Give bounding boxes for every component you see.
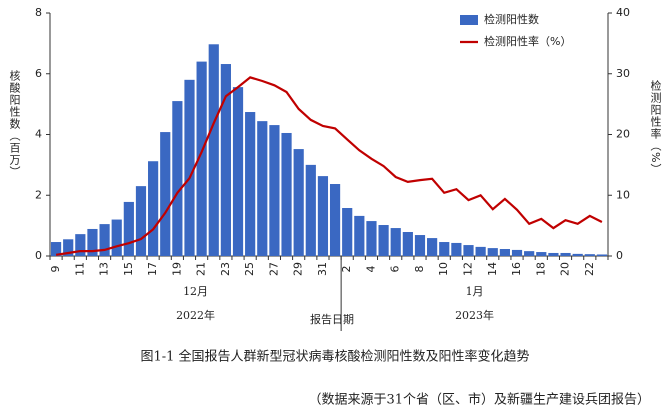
bar [366,221,377,256]
x-tick-label: 4 [364,266,377,273]
x-tick-label: 12 [462,262,475,276]
x-tick-label: 10 [437,262,450,276]
bar [511,249,523,256]
year-label: 2023年 [455,308,494,322]
bar [463,245,474,256]
source-note: （数据来源于31个省（区、市）及新疆生产建设兵团报告） [308,392,650,408]
bar [584,254,595,256]
x-tick-label: 22 [583,262,596,276]
y-tick-label: 0 [35,249,42,262]
bar [305,164,316,256]
bar [354,215,365,256]
x-tick-label: 16 [510,262,523,276]
y-tick-label: 4 [35,128,42,141]
line-series [55,76,603,256]
bar [196,61,207,256]
y2-tick-label: 10 [616,188,630,201]
bar [499,249,510,256]
bar [524,251,535,256]
year-label: 2022年 [176,308,215,322]
x-tick-label: 6 [389,266,402,273]
x-tick-label: 25 [243,262,256,276]
bar [293,149,304,256]
x-tick-label: 15 [122,262,135,276]
y2-tick-label: 0 [616,249,623,262]
bar [281,132,292,256]
x-tick-label: 21 [195,262,208,276]
y2-tick-label: 30 [616,67,630,80]
x-tick-label: 11 [73,262,86,276]
bar [329,184,341,256]
bar [536,252,547,256]
bar [135,186,147,256]
bar [50,242,62,256]
bar [257,121,268,256]
x-tick-label: 17 [146,262,159,276]
bar [232,87,244,257]
bar [184,79,195,256]
x-tick-label: 14 [486,262,499,276]
y-tick-label: 8 [35,6,42,19]
y-tick-label: 2 [35,188,42,201]
bar [245,112,256,257]
bar [87,228,98,256]
bar [63,239,74,256]
y-axis-label: 核酸阳性数（百万） [8,69,21,178]
x-tick-label: 18 [534,262,547,276]
x-tick-label: 20 [559,262,572,276]
caption: 图1-1 全国报告人群新型冠状病毒核酸检测阳性数及阳性率变化趋势 [140,349,529,365]
x-tick-label: 9 [49,266,62,273]
x-tick-label: 27 [267,262,280,276]
y2-axis-label: 检测阳性率（%） [649,79,662,176]
month-label: 1月 [466,285,484,298]
bar [487,248,498,256]
bar [123,201,134,256]
legend-swatch [460,15,478,25]
bar [596,254,608,256]
bar [160,132,171,256]
bar [427,238,438,256]
bar [317,176,329,256]
x-tick-label: 31 [316,262,329,276]
x-tick-label: 23 [219,262,232,276]
bar [99,224,110,256]
x-tick-label: 2 [340,266,353,273]
bar [342,208,353,256]
bar [172,101,183,257]
bar [439,242,450,256]
bar [572,253,583,256]
bar [390,228,401,256]
legend-label: 检测阳性数 [484,12,539,26]
y2-tick-label: 40 [616,6,630,19]
bar [148,161,159,256]
bar [414,235,426,256]
bar [548,252,559,256]
y-tick-label: 6 [35,67,42,80]
x-tick-label: 8 [413,266,426,273]
bar [451,242,462,256]
bar [111,219,122,256]
bar [208,44,219,256]
bar [475,246,486,256]
month-label: 12月 [183,285,208,298]
bar [220,64,231,256]
bar [75,234,86,256]
x-axis-label: 报告日期 [310,312,354,326]
legend-label: 检测阳性率（%） [484,34,571,48]
bar [402,232,413,256]
bar [560,252,571,256]
x-tick-label: 19 [170,262,183,276]
x-tick-label: 13 [98,262,111,276]
bar [269,125,280,257]
bar [378,225,389,256]
y2-tick-label: 20 [616,128,630,141]
x-tick-label: 29 [292,262,305,276]
